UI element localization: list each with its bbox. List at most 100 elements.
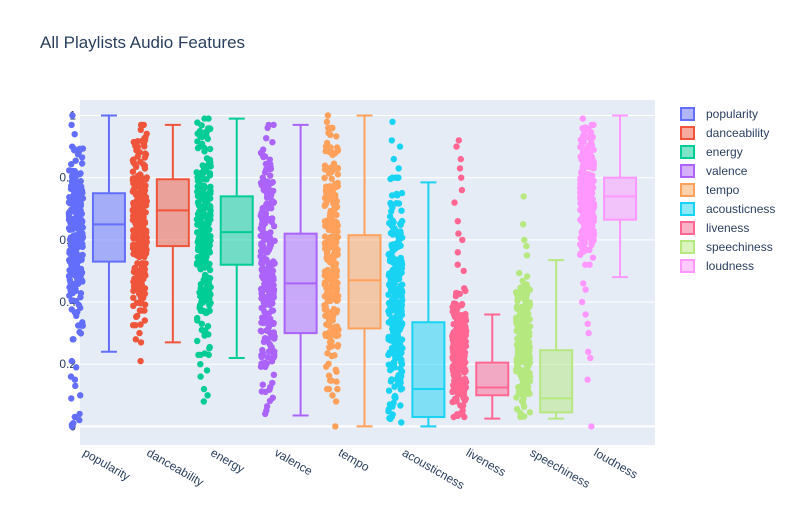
data-point	[452, 292, 460, 300]
series-tempo	[321, 112, 382, 430]
legend-item-acousticness[interactable]: acousticness	[680, 202, 775, 216]
data-point	[458, 301, 466, 308]
outlier-point	[200, 398, 207, 405]
data-point	[398, 189, 406, 197]
data-point	[260, 317, 267, 324]
legend-item-popularity[interactable]: popularity	[680, 107, 758, 121]
data-point	[266, 265, 274, 272]
data-point	[398, 261, 406, 268]
data-point	[455, 380, 463, 387]
data-point	[324, 298, 331, 305]
legend-item-valence[interactable]: valence	[680, 164, 748, 178]
data-point	[132, 322, 139, 329]
data-point	[587, 129, 595, 136]
data-point	[451, 313, 459, 321]
data-point	[398, 207, 405, 214]
legend-item-speechiness[interactable]: speechiness	[680, 240, 773, 254]
legend-item-liveness[interactable]: liveness	[680, 221, 749, 235]
outlier-point	[389, 118, 396, 126]
data-point	[266, 273, 273, 280]
data-point	[194, 221, 201, 228]
data-point	[395, 267, 402, 274]
points-valence	[257, 121, 278, 418]
data-point	[462, 287, 469, 295]
data-point	[68, 306, 76, 313]
data-point	[65, 211, 73, 218]
data-point	[449, 388, 456, 395]
data-point	[142, 193, 150, 201]
legend-item-tempo[interactable]: tempo	[680, 183, 740, 197]
outlier-point	[582, 311, 589, 318]
data-point	[268, 294, 276, 302]
outlier-point	[132, 336, 139, 343]
data-point	[136, 282, 143, 289]
outlier-point	[72, 382, 79, 390]
data-point	[266, 386, 273, 393]
data-point	[68, 161, 75, 168]
data-point	[581, 156, 588, 164]
data-point	[267, 229, 274, 236]
data-point	[332, 260, 340, 267]
legend-swatch	[680, 202, 695, 216]
data-point	[71, 280, 79, 287]
data-point	[266, 300, 273, 307]
data-point	[257, 225, 264, 232]
data-point	[451, 395, 459, 403]
data-point	[66, 194, 73, 201]
data-point	[195, 200, 202, 208]
data-point	[580, 149, 588, 156]
data-point	[330, 237, 337, 244]
data-point	[132, 142, 139, 150]
data-point	[333, 307, 341, 314]
data-point	[579, 189, 587, 197]
data-point	[271, 348, 278, 355]
data-point	[321, 233, 329, 240]
legend-item-loudness[interactable]: loudness	[680, 259, 754, 273]
data-point	[513, 289, 520, 296]
data-point	[77, 223, 85, 230]
legend-swatch	[680, 107, 695, 121]
legend-item-energy[interactable]: energy	[680, 145, 743, 159]
data-point	[522, 368, 530, 375]
outlier-point	[396, 143, 404, 150]
data-point	[454, 346, 462, 354]
data-point	[198, 225, 205, 233]
data-point	[193, 259, 201, 267]
data-point	[588, 238, 595, 245]
data-point	[137, 184, 144, 191]
legend-item-danceability[interactable]: danceability	[680, 126, 769, 140]
data-point	[459, 402, 467, 409]
data-point	[328, 175, 335, 183]
data-point	[258, 150, 266, 158]
outlier-point	[76, 416, 83, 424]
data-point	[328, 352, 336, 360]
data-point	[387, 229, 395, 237]
data-point	[69, 245, 76, 253]
data-point	[322, 147, 329, 155]
data-point	[260, 216, 267, 223]
chart-title: All Playlists Audio Features	[40, 33, 246, 52]
data-point	[197, 307, 205, 314]
points-acousticness	[385, 118, 406, 426]
data-point	[197, 285, 204, 292]
data-point	[262, 160, 270, 168]
data-point	[76, 171, 84, 178]
data-point	[513, 318, 520, 325]
data-point	[267, 172, 274, 179]
data-point	[270, 371, 278, 378]
outlier-point	[578, 298, 586, 306]
data-point	[134, 174, 141, 182]
data-point	[193, 169, 200, 176]
box-popularity	[91, 192, 126, 263]
data-point	[204, 135, 211, 143]
data-point	[328, 149, 335, 156]
outlier-point	[588, 423, 595, 430]
data-point	[391, 335, 398, 342]
data-point	[76, 188, 83, 196]
data-point	[391, 383, 398, 390]
data-point	[580, 230, 587, 237]
box-speechiness	[539, 349, 574, 414]
data-point	[397, 402, 404, 409]
data-point	[527, 323, 534, 330]
data-point	[130, 232, 137, 239]
